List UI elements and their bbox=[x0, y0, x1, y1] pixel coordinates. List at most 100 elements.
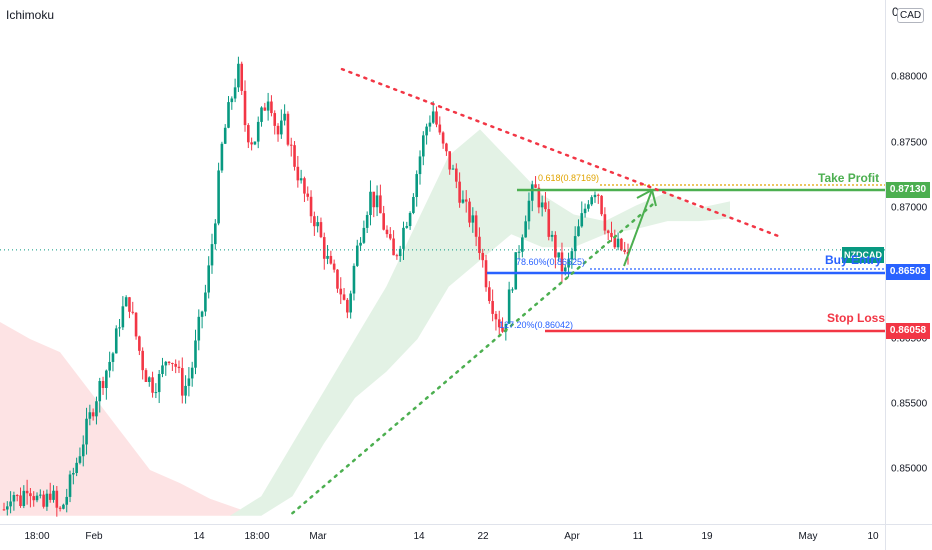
candle-body bbox=[481, 252, 485, 261]
candle-body bbox=[52, 490, 55, 500]
candle-body bbox=[326, 255, 329, 259]
candle-body bbox=[266, 101, 270, 111]
candle-body bbox=[313, 216, 316, 227]
currency-badge[interactable]: CAD bbox=[897, 8, 925, 23]
candle-body bbox=[147, 377, 151, 382]
candle-body bbox=[253, 141, 257, 145]
candle-body bbox=[365, 215, 369, 228]
stop-loss-price-tag[interactable]: 0.86058 bbox=[886, 323, 930, 339]
candle-body bbox=[68, 474, 72, 497]
candle-body bbox=[362, 227, 366, 243]
price-scale-zero-label: 0 bbox=[892, 5, 899, 19]
candle-body bbox=[289, 144, 293, 146]
x-tick-label: 14 bbox=[413, 531, 425, 542]
buy-entry-label[interactable]: Buy Entry bbox=[825, 253, 882, 267]
candle-body bbox=[382, 213, 385, 230]
candle-body bbox=[514, 252, 518, 290]
candle-body bbox=[296, 166, 300, 181]
candle-body bbox=[379, 195, 382, 214]
candle-body bbox=[501, 327, 504, 332]
candle-body bbox=[415, 174, 418, 197]
candle-body bbox=[114, 328, 118, 354]
candle-body bbox=[283, 113, 286, 121]
candle-body bbox=[388, 234, 392, 239]
candle-body bbox=[577, 226, 580, 237]
candle-body bbox=[25, 490, 29, 494]
candle-body bbox=[339, 288, 343, 295]
candle-body bbox=[425, 126, 428, 136]
candle-body bbox=[497, 319, 501, 328]
candle-body bbox=[62, 504, 65, 509]
x-tick-label: 19 bbox=[701, 531, 713, 542]
candle-body bbox=[620, 238, 623, 250]
candle-body bbox=[587, 204, 590, 209]
x-tick-label: May bbox=[798, 531, 818, 542]
candle-body bbox=[6, 506, 9, 510]
candle-body bbox=[464, 199, 468, 202]
candle-body bbox=[276, 125, 280, 135]
x-tick-label: 14 bbox=[193, 531, 205, 542]
candle-body bbox=[530, 184, 534, 201]
chart-canvas[interactable] bbox=[0, 0, 885, 524]
candle-body bbox=[141, 350, 144, 371]
candle-body bbox=[468, 201, 471, 223]
candle-body bbox=[35, 495, 39, 501]
candle-body bbox=[190, 367, 194, 379]
buy-entry-price-tag[interactable]: 0.86503 bbox=[886, 264, 930, 280]
candle-body bbox=[72, 472, 75, 475]
candle-body bbox=[375, 195, 379, 208]
candle-body bbox=[441, 132, 445, 144]
candle-body bbox=[385, 229, 389, 235]
candle-body bbox=[204, 292, 207, 312]
candle-body bbox=[207, 265, 210, 293]
x-tick-label: Feb bbox=[85, 531, 103, 542]
price-scale[interactable] bbox=[885, 0, 932, 524]
candle-body bbox=[134, 312, 138, 337]
candle-body bbox=[524, 221, 527, 238]
candle-body bbox=[256, 121, 260, 142]
candle-body bbox=[494, 313, 498, 320]
candle-body bbox=[583, 208, 587, 214]
time-scale[interactable] bbox=[0, 524, 885, 550]
stop-loss-label[interactable]: Stop Loss bbox=[827, 311, 886, 325]
candle-body bbox=[174, 363, 177, 367]
candle-body bbox=[550, 234, 554, 237]
x-tick-label: 11 bbox=[632, 531, 644, 542]
x-tick-label: Apr bbox=[564, 531, 580, 542]
candle-body bbox=[405, 226, 409, 228]
candle-body bbox=[554, 234, 557, 258]
candle-body bbox=[537, 187, 541, 208]
candle-body bbox=[395, 255, 399, 257]
candle-body bbox=[197, 316, 201, 341]
candle-body bbox=[342, 294, 346, 300]
candle-body bbox=[58, 507, 62, 509]
take-profit-price-tag[interactable]: 0.87130 bbox=[886, 182, 930, 198]
candle-body bbox=[273, 113, 277, 126]
chart-area[interactable] bbox=[0, 0, 885, 524]
candle-body bbox=[435, 111, 438, 125]
candle-body bbox=[108, 361, 111, 371]
candle-body bbox=[240, 63, 244, 91]
candle-body bbox=[105, 370, 108, 389]
projection-arrow bbox=[623, 189, 653, 267]
candle-body bbox=[78, 456, 82, 463]
candle-body bbox=[336, 269, 339, 289]
candle-body bbox=[260, 107, 263, 122]
candle-body bbox=[372, 191, 376, 208]
candle-body bbox=[9, 501, 12, 507]
take-profit-label[interactable]: Take Profit bbox=[818, 171, 880, 185]
candle-body bbox=[557, 252, 560, 258]
indicator-label[interactable]: Ichimoku bbox=[6, 8, 55, 22]
candle-body bbox=[124, 297, 128, 307]
candle-body bbox=[42, 494, 45, 507]
candle-body bbox=[560, 252, 564, 272]
candle-body bbox=[474, 215, 478, 237]
candle-body bbox=[144, 370, 148, 382]
fib-1272-label: 127.20%(0.86042) bbox=[499, 320, 574, 330]
candle-body bbox=[369, 191, 372, 216]
candle-body bbox=[517, 251, 521, 253]
y-tick-label: 0.88000 bbox=[891, 71, 928, 83]
candle-body bbox=[412, 196, 415, 213]
scale-corner bbox=[885, 524, 932, 550]
symbol-price-tag[interactable]: NZDCAD bbox=[842, 247, 884, 263]
